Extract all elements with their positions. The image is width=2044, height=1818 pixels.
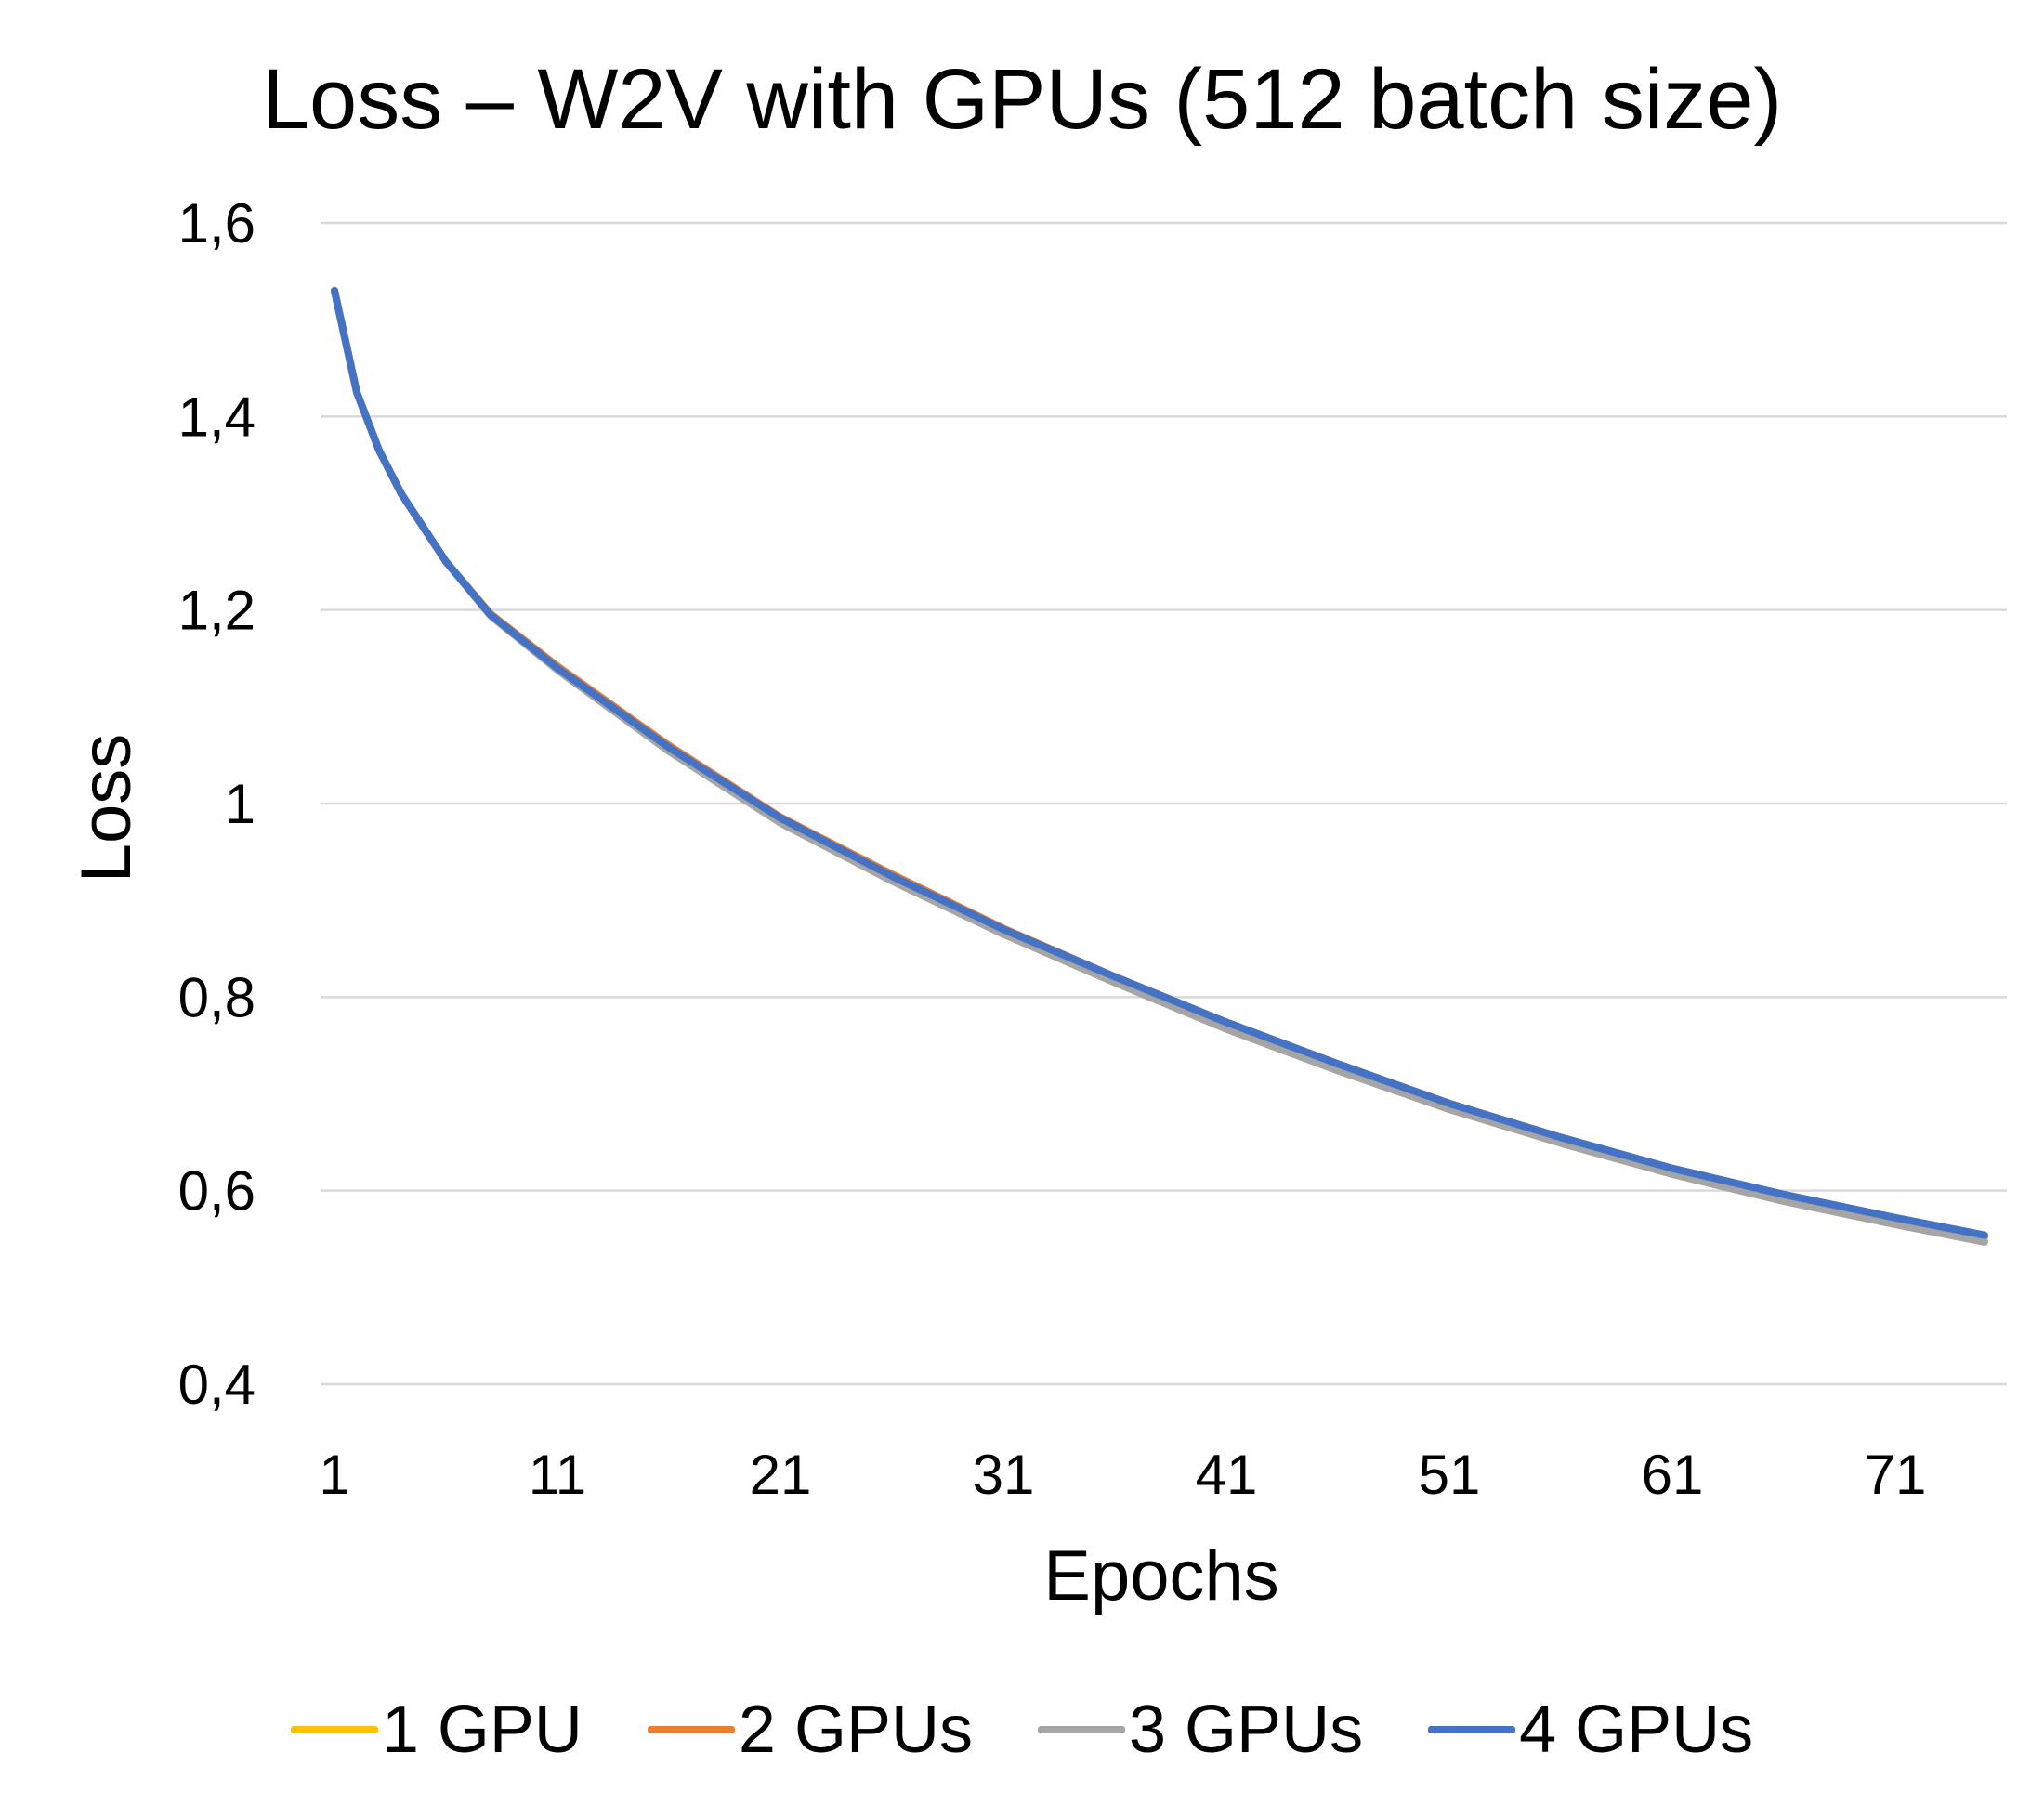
x-tick-label: 41 bbox=[1196, 1444, 1258, 1506]
legend-label: 1 GPU bbox=[381, 1693, 583, 1767]
y-tick-label: 0,6 bbox=[178, 1160, 256, 1223]
legend-swatch bbox=[1038, 1726, 1125, 1733]
x-tick-label: 71 bbox=[1865, 1444, 1927, 1506]
gridlines bbox=[321, 221, 2007, 1386]
legend-swatch bbox=[1428, 1726, 1516, 1733]
y-tick-label: 1,2 bbox=[178, 580, 256, 642]
legend: 1 GPU 2 GPUs 3 GPUs 4 GPUs bbox=[0, 1693, 2044, 1767]
y-axis-title: Loss bbox=[67, 734, 146, 883]
x-tick-label: 11 bbox=[529, 1444, 586, 1506]
x-tick-label: 31 bbox=[973, 1444, 1035, 1506]
x-axis-ticks: 1 11 21 31 41 51 61 71 bbox=[319, 1444, 1926, 1506]
x-tick-label: 51 bbox=[1419, 1444, 1481, 1506]
y-tick-label: 1 bbox=[225, 773, 256, 835]
series-line-1-gpu bbox=[331, 286, 1988, 1241]
y-tick-label: 1,6 bbox=[178, 192, 256, 255]
legend-label: 3 GPUs bbox=[1129, 1693, 1364, 1767]
legend-label: 2 GPUs bbox=[738, 1693, 973, 1767]
legend-label: 4 GPUs bbox=[1519, 1693, 1754, 1767]
series-line-4-gpus bbox=[331, 286, 1988, 1239]
series-line-3-gpus bbox=[331, 286, 1988, 1246]
x-axis-title: Epochs bbox=[1043, 1537, 1279, 1615]
x-tick-label: 61 bbox=[1642, 1444, 1704, 1506]
legend-swatch bbox=[647, 1726, 735, 1733]
legend-item: 3 GPUs bbox=[1038, 1693, 1363, 1767]
y-tick-label: 0,8 bbox=[178, 966, 256, 1028]
legend-item: 1 GPU bbox=[290, 1693, 583, 1767]
y-tick-label: 1,4 bbox=[178, 386, 256, 448]
legend-swatch bbox=[290, 1726, 378, 1733]
x-tick-label: 21 bbox=[750, 1444, 812, 1506]
series-lines bbox=[331, 286, 1988, 1246]
series-line-2-gpus bbox=[331, 286, 1988, 1240]
legend-item: 4 GPUs bbox=[1428, 1693, 1753, 1767]
y-axis-ticks: 0,4 0,6 0,8 1 1,2 1,4 1,6 bbox=[178, 192, 256, 1416]
x-tick-label: 1 bbox=[319, 1444, 349, 1506]
chart-title: Loss – W2V with GPUs (512 batch size) bbox=[261, 52, 1783, 147]
legend-item: 2 GPUs bbox=[647, 1693, 973, 1767]
y-tick-label: 0,4 bbox=[178, 1354, 256, 1416]
